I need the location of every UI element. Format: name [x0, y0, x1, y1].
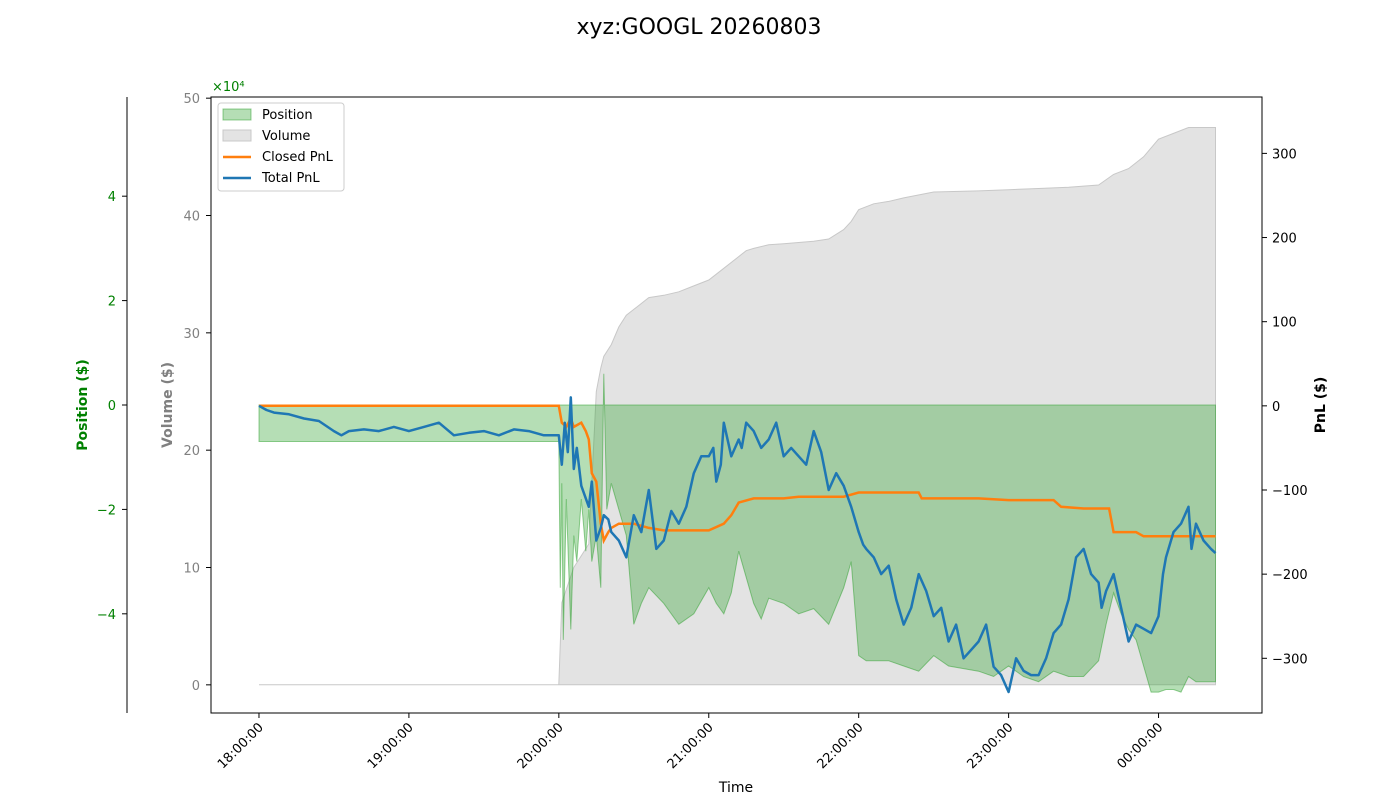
position-tick-label: −4	[97, 608, 116, 623]
legend-swatch-volume	[222, 129, 252, 142]
volume-tick-label: 10	[183, 562, 200, 577]
legend-frame	[217, 102, 345, 192]
volume-tick-label: 20	[183, 444, 200, 459]
position-multiplier-label: ×10⁴	[212, 80, 245, 95]
pnl-tick-label: 0	[1272, 400, 1280, 415]
legend-label-total-pnl: Total PnL	[261, 171, 320, 186]
volume-tick-label: 0	[192, 679, 200, 694]
plot-data	[258, 127, 1217, 694]
legend-label-volume: Volume	[262, 129, 310, 144]
volume-axis-label: Volume ($)	[160, 362, 176, 448]
pnl-tick-label: 100	[1272, 316, 1297, 331]
position-axis-label: Position ($)	[75, 359, 91, 451]
x-tick-label: 20:00:00	[515, 720, 567, 772]
x-tick-label: 00:00:00	[1114, 720, 1166, 772]
position-tick-label: 4	[108, 190, 116, 205]
pnl-tick-label: −100	[1272, 484, 1308, 499]
position-tick-label: 0	[108, 399, 116, 414]
legend-label-closed-pnl: Closed PnL	[262, 150, 334, 165]
x-axis-label: Time	[718, 780, 753, 796]
volume-area	[259, 127, 1216, 686]
total-pnl-line	[258, 396, 1217, 694]
position-tick-label: 2	[108, 295, 116, 310]
position-tick-label: −2	[97, 503, 116, 518]
pnl-tick-label: 200	[1272, 232, 1297, 247]
plot-frame	[210, 96, 1263, 714]
position-area	[258, 373, 1216, 693]
chart-title: xyz:GOOGL 20260803	[577, 15, 822, 40]
volume-tick-label: 40	[183, 210, 200, 225]
legend: Position Volume Closed PnL Total PnL	[217, 102, 345, 192]
x-tick-label: 21:00:00	[665, 720, 717, 772]
volume-tick-label: 50	[183, 92, 200, 107]
x-tick-label: 19:00:00	[365, 720, 417, 772]
pnl-tick-label: 300	[1272, 147, 1297, 162]
x-tick-label: 18:00:00	[215, 720, 267, 772]
legend-label-position: Position	[262, 108, 313, 123]
x-tick-label: 22:00:00	[815, 720, 867, 772]
legend-swatch-position	[222, 108, 252, 121]
x-tick-label: 23:00:00	[965, 720, 1017, 772]
pnl-tick-label: −200	[1272, 568, 1308, 583]
pnl-axis-label: PnL ($)	[1313, 377, 1329, 434]
pnl-tick-label: −300	[1272, 652, 1308, 667]
volume-tick-label: 30	[183, 327, 200, 342]
closed-pnl-line	[259, 404, 1216, 545]
